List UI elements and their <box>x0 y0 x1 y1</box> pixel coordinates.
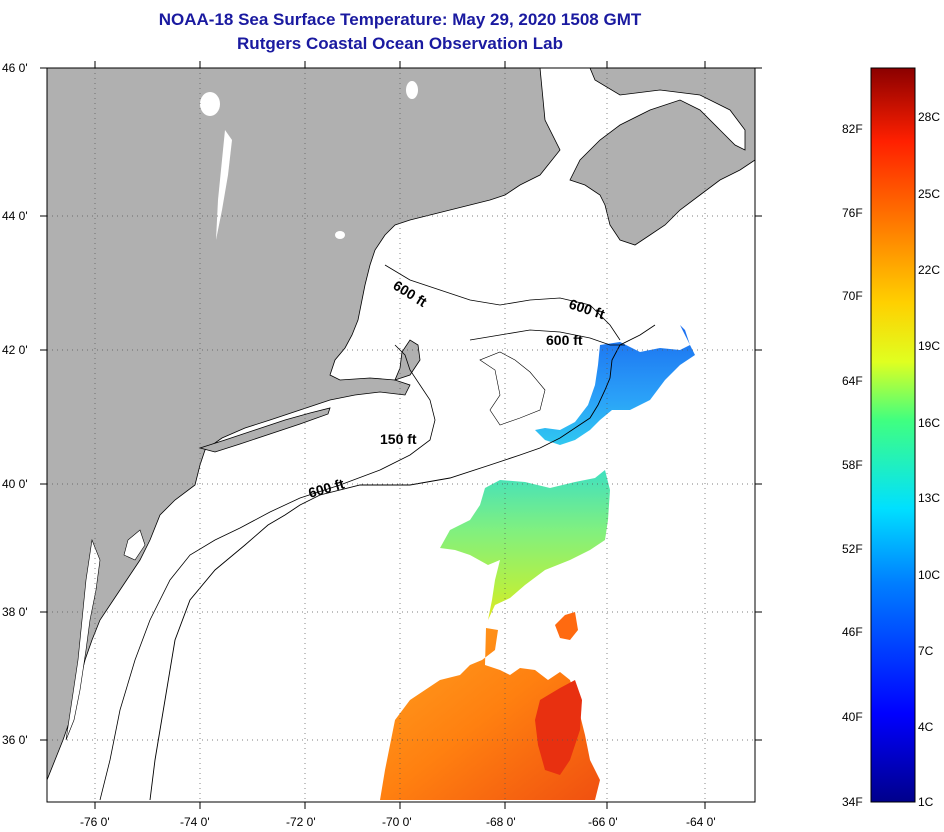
tick-marks <box>40 61 762 809</box>
lake-winnipesaukee <box>335 231 345 239</box>
map-subtitle: Rutgers Coastal Ocean Observation Lab <box>237 34 563 53</box>
colorbar-f-label: 82F <box>842 122 863 136</box>
lon-label: -74 0' <box>180 815 210 829</box>
contour-600ft-basin <box>469 329 625 346</box>
sst-patch-north <box>535 325 695 445</box>
lon-label: -66 0' <box>588 815 618 829</box>
lat-label: 44 0' <box>2 209 28 223</box>
colorbar-gradient <box>870 67 916 803</box>
land-long-island <box>198 407 331 453</box>
colorbar: 82F 76F 70F 64F 58F 52F 46F 40F 34F 28C … <box>842 67 940 809</box>
colorbar-f-label: 58F <box>842 458 863 472</box>
colorbar-f-label: 40F <box>842 710 863 724</box>
lon-label: -76 0' <box>80 815 110 829</box>
contour-basin-detail <box>479 351 546 426</box>
map-frame <box>46 67 756 803</box>
map-title: NOAA-18 Sea Surface Temperature: May 29,… <box>158 10 642 29</box>
chesapeake-bay <box>65 538 101 741</box>
map-area <box>47 68 755 802</box>
lon-label: -72 0' <box>286 815 316 829</box>
colorbar-f-label: 52F <box>842 542 863 556</box>
lon-label: -70 0' <box>382 815 412 829</box>
sst-patch-mid <box>440 470 610 620</box>
lake-moosehead <box>406 81 418 99</box>
colorbar-c-label: 16C <box>918 416 940 430</box>
lon-label: -68 0' <box>486 815 516 829</box>
colorbar-f-label: 64F <box>842 374 863 388</box>
colorbar-c-label: 19C <box>918 339 940 353</box>
colorbar-f-label: 70F <box>842 289 863 303</box>
lat-label: 46 0' <box>2 61 28 75</box>
colorbar-f-label: 76F <box>842 206 863 220</box>
colorbar-c-label: 13C <box>918 491 940 505</box>
contour-150ft <box>99 344 436 801</box>
delaware-bay <box>123 529 146 561</box>
land-nova-scotia <box>569 68 755 246</box>
lat-label: 42 0' <box>2 343 28 357</box>
colorbar-c-label: 7C <box>918 644 934 658</box>
colorbar-c-label: 25C <box>918 187 940 201</box>
graticule <box>47 68 755 802</box>
lat-label: 36 0' <box>2 733 28 747</box>
contour-label: 600 ft <box>546 332 583 348</box>
colorbar-c-label: 28C <box>918 110 940 124</box>
colorbar-c-label: 1C <box>918 795 934 809</box>
lake-sebago <box>200 92 220 116</box>
colorbar-f-label: 46F <box>842 625 863 639</box>
lake-champlain <box>216 130 232 240</box>
lat-label: 38 0' <box>2 605 28 619</box>
contour-600ft-outer <box>149 324 656 801</box>
contour-label: 150 ft <box>380 431 417 447</box>
lat-label: 40 0' <box>2 477 28 491</box>
sst-patch-hot <box>535 680 582 775</box>
colorbar-c-label: 22C <box>918 263 940 277</box>
land-mainland <box>47 68 561 781</box>
lon-label: -64 0' <box>686 815 716 829</box>
contour-600ft-gulf <box>384 264 621 341</box>
colorbar-c-label: 4C <box>918 720 934 734</box>
colorbar-f-label: 34F <box>842 795 863 809</box>
sst-patch-southeast <box>555 612 578 640</box>
colorbar-c-label: 10C <box>918 568 940 582</box>
